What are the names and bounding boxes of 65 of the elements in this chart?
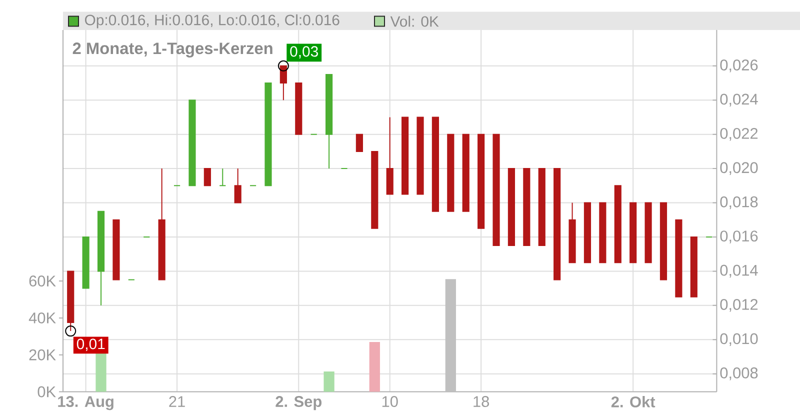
y-tick-label: 0,012 [720, 299, 758, 312]
candlestick [356, 134, 363, 152]
candlestick [326, 74, 333, 170]
candlestick [492, 134, 500, 246]
candlestick [599, 202, 606, 264]
candlestick [188, 100, 196, 186]
annotation: 0,01 [76, 338, 105, 351]
y2-tick-label: 60K [29, 276, 56, 287]
x-tick-label: 2. Sep [276, 396, 322, 410]
candlestick [158, 168, 166, 280]
candlestick [204, 168, 211, 186]
candlestick [630, 202, 637, 264]
candlestick [386, 116, 394, 195]
candlestick [568, 202, 576, 264]
candlestick [462, 134, 470, 212]
bar [324, 371, 334, 392]
candlestick [614, 185, 622, 264]
candlestick [538, 168, 546, 246]
x-tick-label: 10 [382, 396, 398, 407]
candlestick [584, 202, 592, 264]
candlestick [112, 219, 120, 280]
x-tick-label: 2. Okt [611, 396, 656, 408]
text: Vol: 0K [390, 16, 439, 27]
candlestick [295, 82, 302, 135]
x-tick-label: 13. Aug [58, 396, 114, 410]
bar [369, 342, 380, 392]
candlestick [554, 168, 561, 280]
x-tick-label: 21 [169, 396, 185, 407]
candlestick [264, 82, 272, 186]
candlestick [644, 202, 652, 264]
candlestick [478, 134, 485, 229]
x-tick-label: 18 [474, 396, 489, 407]
candlestick [82, 236, 90, 289]
candlestick [508, 168, 516, 246]
y-tick-label: 0,016 [720, 230, 758, 244]
candlestick [219, 168, 226, 186]
candlestick [280, 65, 287, 101]
candlestick [523, 168, 530, 246]
text: 2 Monate, 1-Tages-Kerzen [72, 42, 272, 58]
candlestick [371, 150, 378, 229]
y2-tick-label: 40K [28, 312, 56, 324]
candlestick [234, 168, 242, 204]
candlestick [447, 134, 454, 212]
annotation: 0,03 [290, 46, 318, 58]
y-tick-label: 0,026 [720, 60, 758, 72]
y-tick-label: 0,008 [720, 367, 758, 380]
candlestick [690, 236, 698, 298]
candlestick [675, 219, 682, 298]
bar [445, 279, 456, 392]
y2-tick-label: 0K [38, 386, 56, 398]
text: Op:0.016, Hi:0.016, Lo:0.016, Cl:0.016 [84, 14, 340, 28]
candlestick [97, 210, 105, 306]
candlestick [402, 116, 409, 195]
candlestick [67, 270, 74, 332]
y-tick-label: 0,010 [720, 333, 758, 346]
y-tick-label: 0,014 [720, 264, 758, 278]
candlestick [660, 202, 668, 280]
y2-tick-label: 20K [29, 349, 56, 360]
y-tick-label: 0,018 [720, 196, 758, 210]
candlestick [416, 116, 424, 195]
candlestick [432, 116, 439, 212]
y-tick-label: 0,020 [720, 162, 758, 175]
bar [96, 353, 106, 392]
y-tick-label: 0,024 [720, 94, 758, 107]
y-tick-label: 0,022 [720, 128, 758, 141]
